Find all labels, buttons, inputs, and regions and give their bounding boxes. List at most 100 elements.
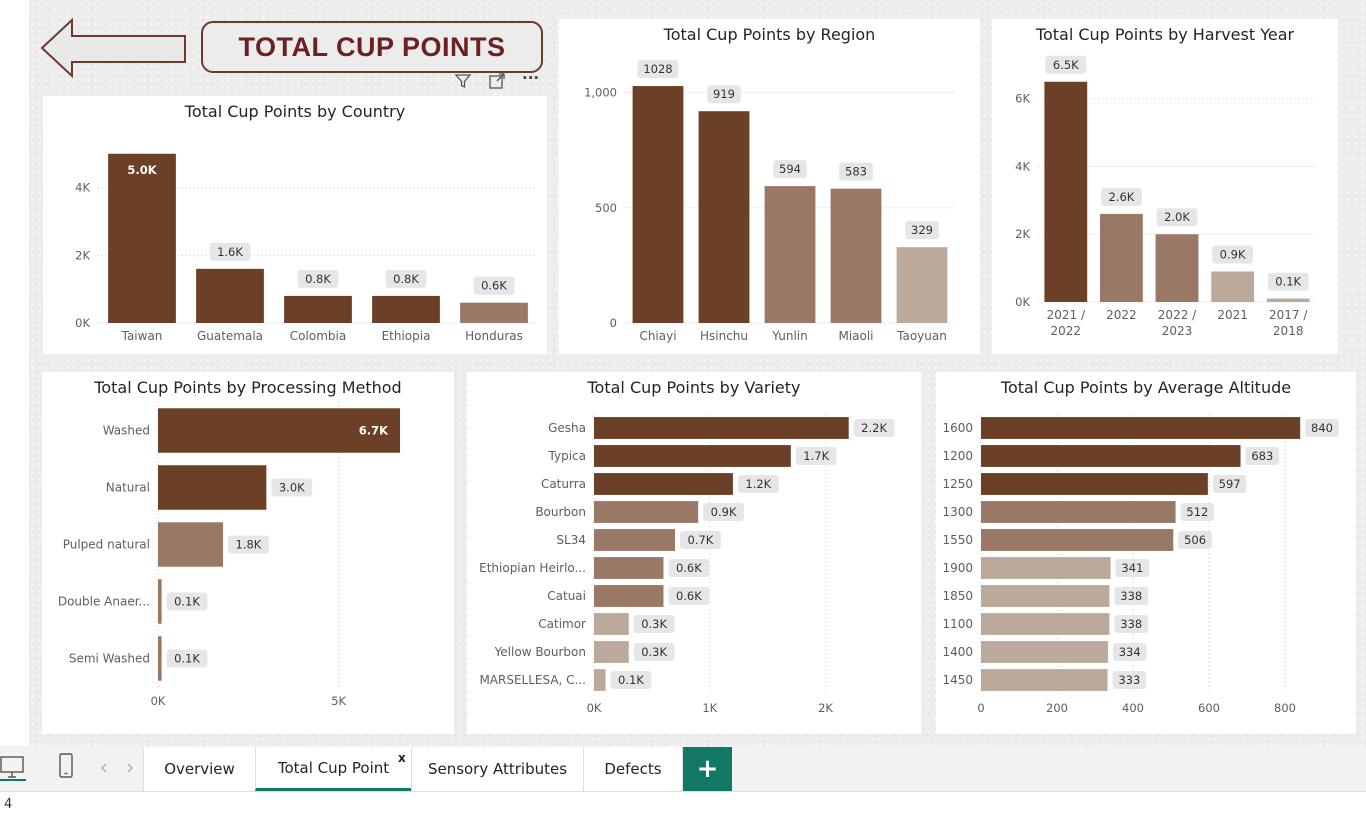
x-tick-label: 1K [702, 701, 717, 715]
bar [1211, 271, 1255, 302]
data-label-bg [1112, 671, 1147, 689]
more-options-icon[interactable]: ··· [522, 69, 540, 87]
mobile-view-icon[interactable] [58, 753, 74, 779]
y-tick-label: 4K [75, 181, 90, 195]
tab-sensory-attributes[interactable]: Sensory Attributes [411, 747, 583, 791]
data-label-bg [1212, 475, 1247, 493]
data-label: 2.6K [1108, 190, 1134, 204]
chart-title: Total Cup Points by Harvest Year [1035, 25, 1295, 44]
data-label-bg [228, 535, 269, 554]
data-label-bg [773, 160, 807, 179]
data-label: 338 [1120, 589, 1142, 603]
tab-label: Total Cup Point [277, 758, 390, 777]
y-tick-label: Gesha [548, 421, 586, 435]
y-tick-label: 1200 [942, 449, 973, 463]
tab-label: Defects [604, 760, 662, 778]
chart-title: Total Cup Points by Country [184, 102, 406, 121]
data-label: 1.2K [745, 477, 771, 491]
data-label: 6.7K [359, 424, 389, 438]
data-label: 3.0K [279, 481, 305, 495]
data-label-bg [905, 221, 939, 240]
x-tick-label: 800 [1274, 701, 1296, 715]
data-label: 1.6K [217, 245, 243, 259]
x-tick-label: Taoyuan [896, 329, 947, 343]
bar [896, 247, 948, 323]
data-label: 0.1K [174, 652, 200, 666]
data-label: 597 [1219, 477, 1241, 491]
data-label-bg [1212, 245, 1253, 264]
bar [158, 522, 224, 567]
chart-processing-svg: 0K 5K Washed 6.7K Natural 3.0K Pulped natural 1… [58, 402, 401, 708]
chart-variety-svg: 0K 1K 2K Gesha 2.2K Typica 1.7K Caturra 1.2K Bour… [479, 414, 895, 715]
chart-country[interactable]: Total Cup Points by Country 0K 2K 4K 5.0K Ta… [43, 96, 547, 354]
add-page-button[interactable]: + [683, 747, 732, 791]
chevron-right-icon[interactable] [125, 762, 135, 774]
y-tick-label: 1400 [942, 645, 973, 659]
x-tick-label: 2023 [1162, 324, 1193, 338]
bar [460, 302, 528, 323]
data-label-bg [633, 643, 675, 661]
bar [594, 641, 629, 663]
y-tick-label: Catimor [538, 617, 586, 631]
bar [1155, 234, 1199, 302]
back-arrow-button[interactable] [40, 18, 188, 80]
data-label-bg [1115, 559, 1150, 577]
y-tick-label: Bourbon [535, 505, 586, 519]
data-label-bg [166, 649, 208, 668]
close-tab-icon[interactable]: x [398, 751, 406, 765]
data-label: 683 [1251, 449, 1273, 463]
chart-average-altitude[interactable]: Total Cup Points by Average Altitude 0 20… [936, 372, 1356, 734]
tab-overview[interactable]: Overview [143, 747, 255, 791]
data-label-bg [737, 475, 779, 493]
x-tick-label: Chiayi [639, 329, 676, 343]
data-label-bg [271, 478, 313, 497]
tab-defects[interactable]: Defects [583, 747, 683, 791]
focus-mode-icon[interactable] [488, 72, 506, 90]
data-label: 338 [1120, 617, 1142, 631]
chart-harvest-svg: 0K 2K 4K 6K 6.5K 2021 / 2022 2.6K 2022 2.0K 2022 /… [1015, 55, 1316, 338]
y-tick-label: Caturra [541, 477, 586, 491]
desktop-view-icon[interactable] [0, 754, 26, 782]
status-bar: 4 [0, 791, 1366, 815]
x-tick-label: Guatemala [197, 329, 263, 343]
bar [594, 445, 791, 467]
x-tick-label: 2022 [1106, 308, 1137, 322]
x-tick-label: Honduras [465, 329, 523, 343]
filter-icon[interactable] [454, 72, 472, 90]
y-tick-label: 1250 [942, 477, 973, 491]
x-tick-label: 0 [977, 701, 984, 715]
bar [981, 613, 1110, 635]
chart-processing-method[interactable]: Total Cup Points by Processing Method 0K… [42, 372, 454, 734]
y-tick-label: Pulped natural [63, 538, 150, 552]
y-tick-label: 1,000 [584, 86, 617, 100]
data-label: 1.8K [236, 538, 262, 552]
x-tick-label: 5K [331, 694, 346, 708]
x-tick-label: 0K [151, 694, 166, 708]
data-label: 2.0K [1164, 210, 1190, 224]
chart-country-svg: 0K 2K 4K 5.0K Taiwan 1.6K Guatemala 0.8K Colombi… [75, 153, 538, 343]
chevron-left-icon[interactable] [99, 762, 109, 774]
page-tab-bar: Overview Total Cup Point x Sensory Attri… [0, 746, 1366, 791]
x-tick-label: 2K [818, 701, 833, 715]
bar [981, 501, 1176, 523]
data-label: 506 [1184, 533, 1206, 547]
y-tick-label: 0K [75, 316, 90, 330]
chart-region[interactable]: Total Cup Points by Region 0 500 1,000 1028… [559, 19, 980, 354]
chart-variety[interactable]: Total Cup Points by Variety 0K 1K 2K Gesha 2… [467, 372, 921, 734]
data-label: 594 [779, 162, 801, 176]
bar [981, 585, 1110, 607]
data-label-bg [209, 242, 251, 261]
bar [196, 268, 264, 323]
x-tick-label: 2017 / [1269, 308, 1308, 322]
tab-label: Overview [164, 760, 235, 778]
y-tick-label: 0 [610, 316, 617, 330]
y-tick-label: Ethiopian Heirlo... [479, 561, 586, 575]
bar [1099, 213, 1143, 302]
chart-title: Total Cup Points by Variety [587, 378, 801, 397]
tab-total-cup-point[interactable]: Total Cup Point x [255, 747, 411, 791]
bar [158, 579, 162, 624]
bar [158, 636, 162, 681]
y-tick-label: Yellow Bourbon [494, 645, 586, 659]
chart-harvest-year[interactable]: Total Cup Points by Harvest Year 0K 2K 4K 6… [992, 19, 1338, 354]
data-label: 1.7K [803, 449, 829, 463]
